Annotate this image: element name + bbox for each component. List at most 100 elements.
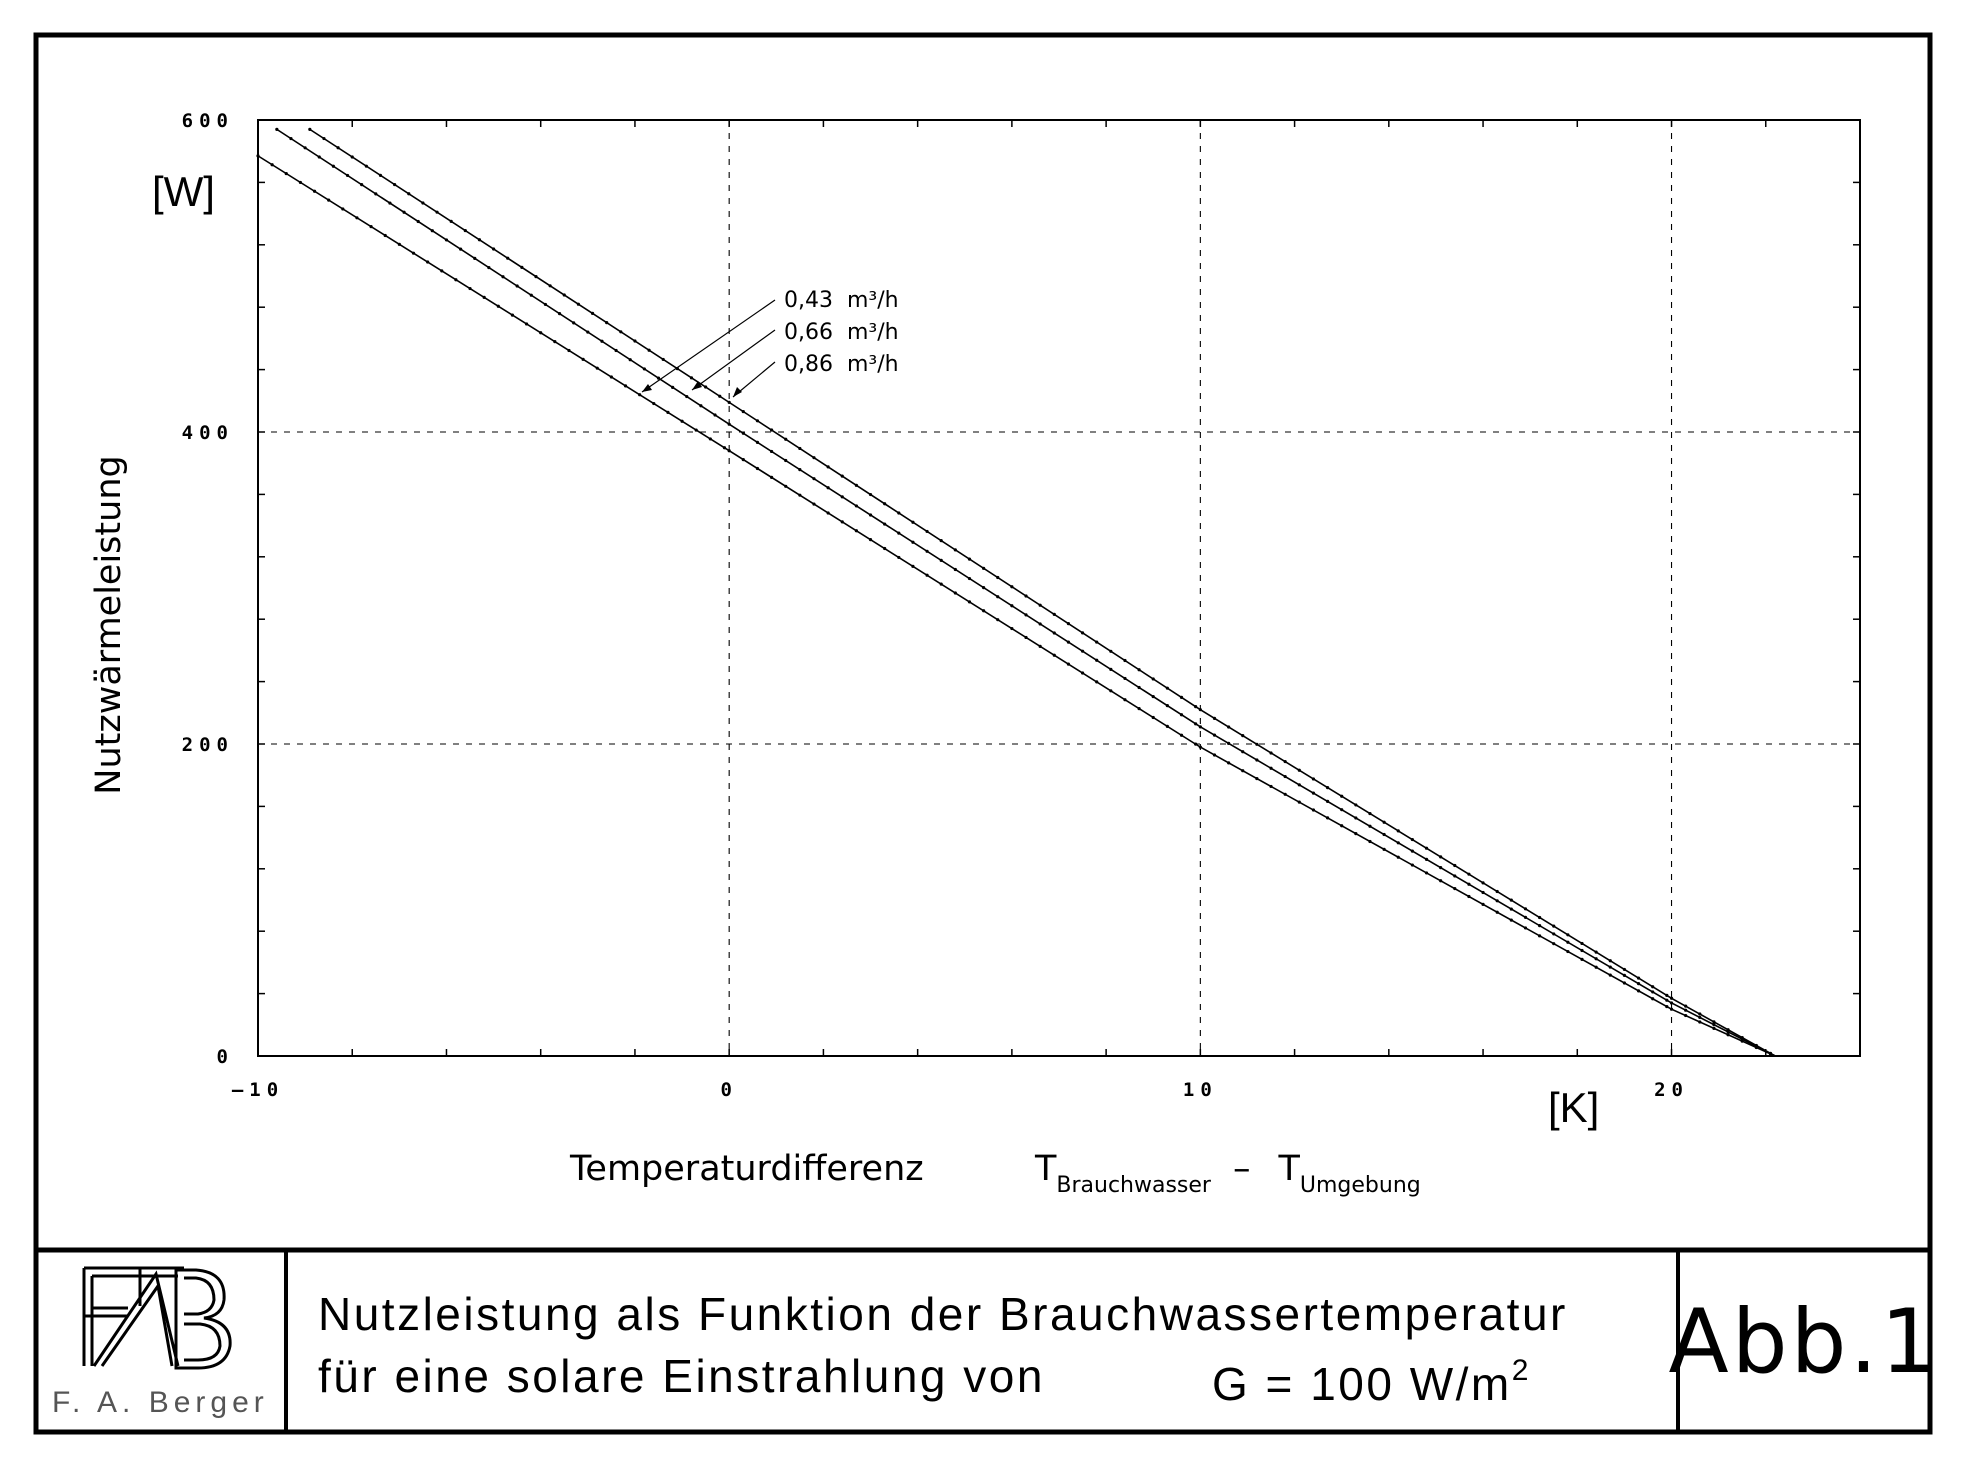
caption-formula: G = 100 W/m2	[1212, 1354, 1531, 1410]
series-3-point	[689, 376, 694, 380]
x-tick-label: 0	[720, 1079, 737, 1101]
series-3-point	[1354, 803, 1358, 807]
series-2-point	[614, 348, 618, 353]
series-1-point	[652, 401, 656, 406]
series-1-point	[510, 313, 515, 317]
series-1-point	[1495, 910, 1499, 914]
series-1-point	[609, 375, 613, 379]
series-1-point	[996, 618, 1000, 622]
series-1-point	[1410, 863, 1414, 867]
series-1-point	[1066, 662, 1071, 666]
series-3-point	[1396, 829, 1400, 833]
series-2-point	[1439, 866, 1443, 870]
series-3-point	[1052, 612, 1056, 617]
series-3-point	[1439, 855, 1443, 859]
series-2-point	[1052, 631, 1056, 635]
series-2-point	[1651, 990, 1655, 994]
series-1-point	[1311, 808, 1316, 812]
series-3-point	[1467, 872, 1471, 876]
fab-logo-mark	[82, 1266, 232, 1370]
series-2-point	[996, 595, 1000, 599]
series-1-point	[482, 295, 486, 300]
series-3-point	[1194, 705, 1198, 709]
series-3-point	[506, 256, 510, 260]
series-line-3	[309, 128, 1776, 1057]
series-2-point	[1368, 824, 1372, 828]
series-1-point	[708, 437, 712, 441]
series-2-point	[1481, 890, 1485, 895]
x-axis-formula: TBrauchwasser – TUmgebung	[1034, 1149, 1421, 1198]
series-2-point	[572, 321, 576, 325]
series-2-point	[741, 431, 745, 435]
series-1-point	[1698, 1020, 1702, 1024]
series-2-point	[459, 247, 463, 251]
series-3-point	[1580, 941, 1584, 946]
series-3-point	[1109, 649, 1113, 653]
series-group	[256, 127, 1776, 1057]
series-1-point	[369, 225, 373, 229]
series-3-point	[1024, 594, 1028, 598]
series-2-point	[1123, 676, 1127, 681]
logo-name: F. A. Berger	[52, 1386, 269, 1419]
series-2-point	[1311, 791, 1316, 795]
series-2-point	[501, 275, 505, 279]
series-3-point	[939, 539, 943, 543]
series-1-point	[341, 207, 345, 211]
series-1-point	[840, 520, 844, 524]
series-3-point	[1754, 1043, 1758, 1048]
caption-line-2: für eine solare Einstrahlung von	[318, 1350, 1045, 1402]
series-3-point	[350, 155, 354, 159]
series-2-point	[1269, 766, 1273, 770]
series-3-point	[1137, 668, 1141, 672]
series-1-point	[270, 163, 274, 167]
fab-logo: F. A. Berger	[52, 1266, 269, 1419]
series-1-point	[1608, 973, 1612, 977]
series-2-point	[1453, 874, 1457, 878]
series-3-point	[1269, 751, 1273, 755]
series-3-point	[769, 428, 774, 432]
y-tick-label: 200	[182, 734, 234, 756]
series-2-point	[1396, 841, 1400, 845]
series-1-point	[854, 529, 858, 533]
series-3-point	[1340, 794, 1344, 798]
series-2-point	[444, 238, 449, 242]
series-1-point	[553, 340, 557, 344]
series-3-point	[1669, 996, 1674, 1000]
series-1-point	[454, 278, 458, 282]
series-2-point	[1212, 733, 1217, 737]
series-2-point	[925, 549, 929, 553]
series-1-point	[496, 304, 500, 308]
series-3-point	[534, 274, 538, 279]
y-tick-label: 400	[182, 422, 234, 444]
series-3-point	[1509, 898, 1513, 902]
series-2-point	[543, 302, 548, 307]
legend-value-3: 0,86	[784, 352, 833, 377]
series-3-point	[364, 164, 368, 168]
series-2-point	[1165, 704, 1169, 708]
series-1-point	[1198, 745, 1202, 749]
series-2-point	[303, 146, 307, 150]
series-3-point	[727, 400, 731, 404]
series-3-point	[1325, 786, 1330, 790]
series-1-point	[539, 331, 543, 335]
series-2-point	[586, 330, 590, 334]
series-3-point	[1311, 777, 1316, 781]
series-2-point	[953, 567, 957, 572]
series-line-2	[276, 128, 1776, 1057]
series-3-point	[1453, 863, 1457, 868]
series-2-point	[515, 284, 519, 288]
series-2-point	[713, 413, 717, 417]
series-1-point	[1212, 753, 1217, 757]
series-3-point	[967, 557, 972, 561]
series-3-point	[1538, 915, 1542, 920]
series-3-point	[1768, 1051, 1773, 1055]
series-2-point	[1495, 899, 1499, 903]
plot-area-border	[257, 119, 1861, 1057]
series-1-point	[312, 189, 317, 193]
series-3-point	[1368, 811, 1372, 816]
series-2-point	[1255, 758, 1259, 762]
series-3-point	[982, 566, 986, 570]
series-1-point	[1651, 997, 1655, 1001]
